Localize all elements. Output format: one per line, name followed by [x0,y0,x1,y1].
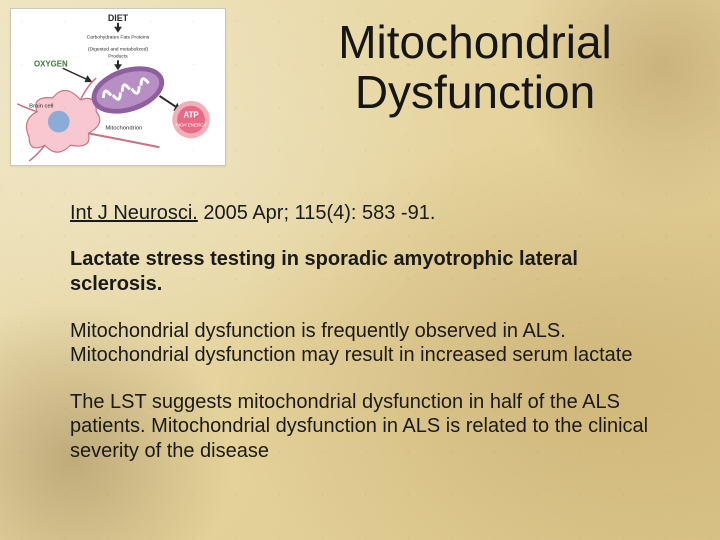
mito-label: Mitochondrion [105,125,142,131]
figure-thumbnail: DIET Carbohydrates Fats Proteins (Digest… [10,8,226,166]
mitochondrion-shape [85,58,170,123]
paragraph-2: The LST suggests mitochondrial dysfuncti… [70,390,665,463]
article-title: Lactate stress testing in sporadic amyot… [70,247,665,297]
citation-line: Int J Neurosci. 2005 Apr; 115(4): 583 -9… [70,202,665,225]
process-label: (Digested and metabolized) [88,46,149,52]
energy-text: HIGH ENERGY [176,122,207,127]
content-area: Int J Neurosci. 2005 Apr; 115(4): 583 -9… [70,202,665,515]
citation-details: 2005 Apr; 115(4): 583 -91. [198,202,436,224]
slide-title: Mitochondrial Dysfunction [260,18,690,117]
oxygen-label: OXYGEN [34,59,68,68]
journal-name: Int J Neurosci. [70,202,198,224]
diet-label: DIET [108,13,129,23]
atp-text: ATP [183,111,198,120]
mitochondria-diagram-svg: DIET Carbohydrates Fats Proteins (Digest… [11,9,225,165]
brain-label: Brain cell [29,104,53,110]
diet-sub-label: Carbohydrates Fats Proteins [87,35,150,41]
svg-text:Products: Products [108,53,128,59]
atp-orb: ATP HIGH ENERGY [172,101,210,139]
paragraph-1: Mitochondrial dysfunction is frequently … [70,319,665,368]
